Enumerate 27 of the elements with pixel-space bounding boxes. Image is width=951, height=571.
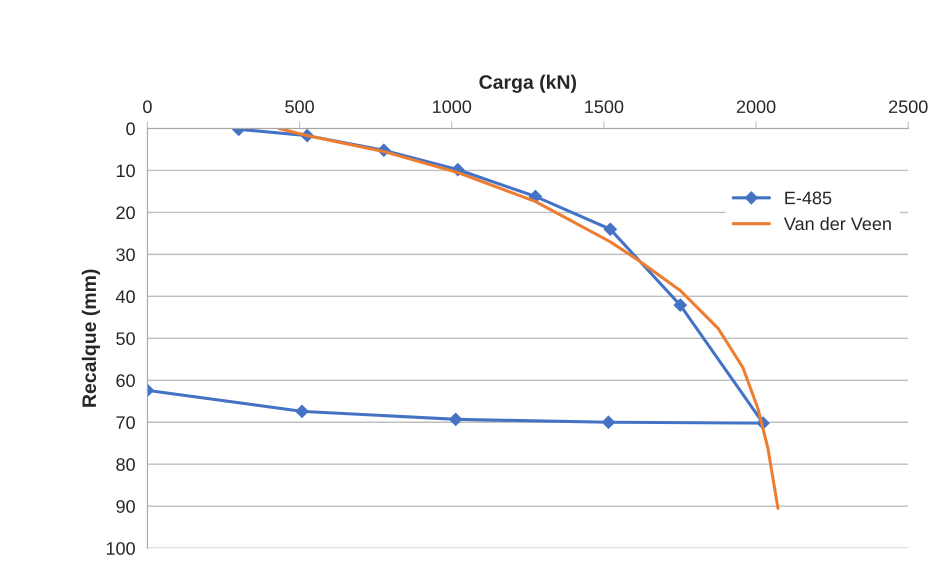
y-tick-label: 30 <box>116 248 135 262</box>
y-tick-label: 10 <box>116 164 135 178</box>
legend-label: Van der Veen <box>784 216 891 230</box>
y-tick-label: 0 <box>126 122 135 136</box>
y-axis-title: Recalque (mm) <box>82 270 100 407</box>
x-tick-label: 0 <box>143 100 152 114</box>
point <box>449 412 462 426</box>
point <box>295 404 309 418</box>
x-axis-title: Carga (kN) <box>479 74 576 93</box>
x-tick-label: 2500 <box>889 100 928 114</box>
point <box>604 222 617 236</box>
y-tick-label: 50 <box>116 332 135 346</box>
y-tick-label: 20 <box>116 206 135 220</box>
line-series <box>278 128 780 510</box>
y-tick-label: 100 <box>106 542 135 555</box>
x-tick-label: 1500 <box>585 100 624 114</box>
y-tick-label: 70 <box>116 416 135 429</box>
y-tick-label: 90 <box>116 500 135 513</box>
x-tick-label: 500 <box>285 100 314 114</box>
y-tick-label: 60 <box>116 374 135 388</box>
y-tick-label: 40 <box>116 290 135 304</box>
point <box>674 298 687 312</box>
point <box>602 416 616 429</box>
legend-label: E-485 <box>785 192 832 204</box>
x-tick-label: 1000 <box>433 100 472 114</box>
x-tick-label: 2000 <box>736 100 776 114</box>
y-tick-label: 80 <box>116 458 135 471</box>
